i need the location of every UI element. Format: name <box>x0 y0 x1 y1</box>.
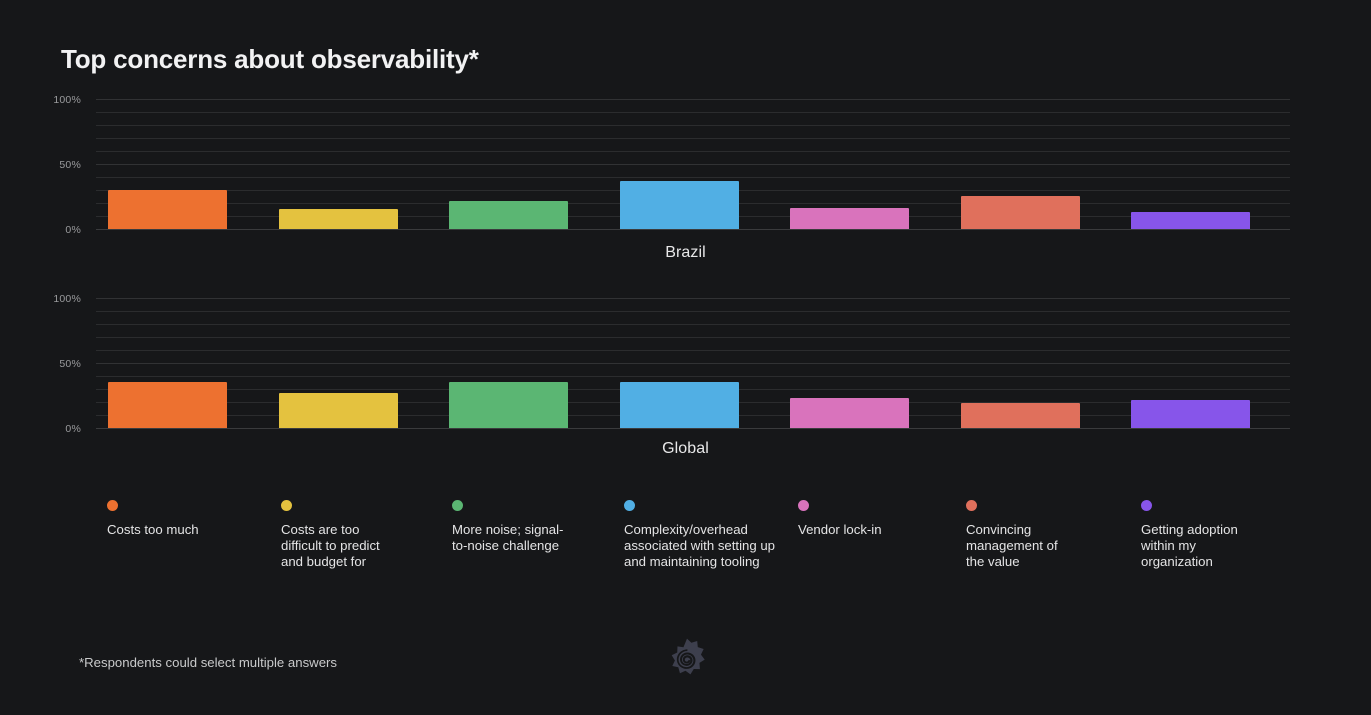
legend-color-swatch <box>107 500 118 511</box>
axis-baseline-brazil <box>96 229 1290 230</box>
legend-item-label: Vendor lock-in <box>798 522 882 537</box>
footnote: *Respondents could select multiple answe… <box>79 655 338 670</box>
gridline <box>96 99 1290 100</box>
gridline <box>96 112 1290 113</box>
plot-area-global <box>96 298 1290 429</box>
bar[interactable] <box>278 209 398 230</box>
bar[interactable] <box>108 189 227 230</box>
bar[interactable] <box>619 382 739 429</box>
y-axis-tick-label: 100% <box>53 94 81 106</box>
gridline <box>96 125 1290 126</box>
legend-color-swatch <box>1141 500 1152 511</box>
gridline <box>96 138 1290 139</box>
legend-item[interactable]: Getting adoption within my organization <box>1141 500 1238 571</box>
legend-color-swatch <box>624 500 635 511</box>
legend-item[interactable]: Complexity/overhead associated with sett… <box>624 500 775 571</box>
y-axis-tick-label: 100% <box>53 293 81 305</box>
gridline <box>96 298 1290 299</box>
chart-legend: Costs too much Costs are too difficult to… <box>0 500 1371 580</box>
legend-color-swatch <box>452 500 463 511</box>
legend-color-swatch <box>798 500 809 511</box>
bar[interactable] <box>108 382 227 429</box>
plot-area-brazil <box>96 99 1290 230</box>
bar[interactable] <box>449 201 569 230</box>
gridline <box>96 376 1290 377</box>
legend-item[interactable]: Costs too much <box>107 500 199 538</box>
gridline <box>96 337 1290 338</box>
gridline <box>96 363 1290 364</box>
y-axis-tick-label: 50% <box>59 358 81 370</box>
legend-item[interactable]: Vendor lock-in <box>798 500 882 538</box>
gridline <box>96 151 1290 152</box>
y-axis-global: 0% 50% 100% <box>0 293 1371 435</box>
legend-color-swatch <box>966 500 977 511</box>
bar[interactable] <box>1131 400 1251 429</box>
legend-item[interactable]: Convincing management of the value <box>966 500 1058 571</box>
y-axis-tick-label: 50% <box>59 159 81 171</box>
y-axis-tick-label: 0% <box>65 423 81 435</box>
gridline <box>96 177 1290 178</box>
bar[interactable] <box>790 397 910 429</box>
gridline <box>96 164 1290 165</box>
panel-label-global: Global <box>662 440 709 457</box>
bar[interactable] <box>619 180 739 230</box>
bar[interactable] <box>278 392 398 429</box>
bar[interactable] <box>960 196 1080 230</box>
bar[interactable] <box>790 207 910 230</box>
gridline <box>96 350 1290 351</box>
legend-item[interactable]: More noise; signal- to-noise challenge <box>452 500 563 554</box>
bar[interactable] <box>1131 211 1251 230</box>
legend-item-label: Complexity/overhead associated with sett… <box>624 522 776 570</box>
panel-label-brazil: Brazil <box>665 244 706 261</box>
bar[interactable] <box>960 403 1080 429</box>
legend-item-label: More noise; signal- to-noise challenge <box>452 522 564 554</box>
bar[interactable] <box>449 382 569 429</box>
legend-item-label: Convincing management of the value <box>966 522 1058 570</box>
gridline <box>96 311 1290 312</box>
axis-baseline-global <box>96 428 1290 429</box>
gridline <box>96 324 1290 325</box>
grafana-logo <box>663 636 711 684</box>
y-axis-brazil: 0% 50% 100% <box>0 94 1371 236</box>
legend-item[interactable]: Costs are too difficult to predict and b… <box>281 500 380 571</box>
page-title: Top concerns about observability* <box>61 44 479 74</box>
legend-item-label: Costs are too difficult to predict and b… <box>281 522 380 570</box>
legend-item-label: Getting adoption within my organization <box>1141 522 1238 570</box>
y-axis-tick-label: 0% <box>65 224 81 236</box>
legend-item-label: Costs too much <box>107 522 199 537</box>
legend-color-swatch <box>281 500 292 511</box>
